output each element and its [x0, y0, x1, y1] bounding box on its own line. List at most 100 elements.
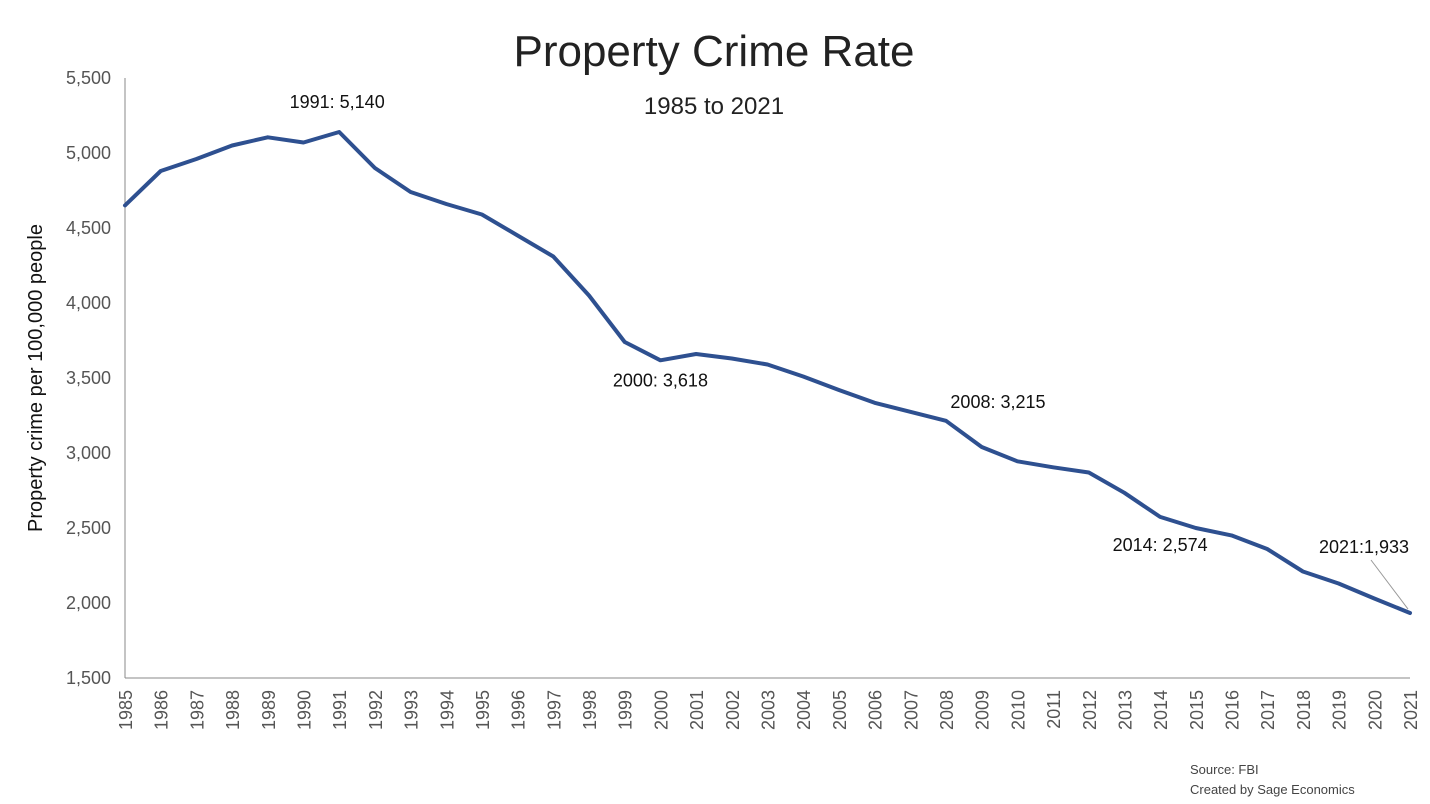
x-tick-label: 1993 [402, 690, 422, 730]
data-point [337, 130, 341, 134]
data-point [730, 357, 734, 360]
x-tick-label: 1990 [294, 690, 314, 730]
data-point [1051, 465, 1055, 469]
series-group [123, 130, 1412, 615]
chart-title: Property Crime Rate [513, 27, 914, 76]
x-tick-label: 1995 [473, 690, 493, 730]
x-tick-label: 2007 [901, 690, 921, 730]
x-tick-label: 2014 [1151, 690, 1171, 730]
x-tick-label: 1998 [580, 690, 600, 730]
y-tick-label: 3,000 [66, 443, 111, 463]
data-point [694, 352, 698, 356]
y-tick-labels: 1,500 2,000 2,500 3,000 3,500 4,000 4,500 5,000… [66, 68, 111, 688]
data-point [801, 375, 805, 378]
x-tick-label: 2001 [687, 690, 707, 730]
data-point [230, 144, 234, 147]
y-tick-label: 4,000 [66, 293, 111, 313]
x-tick-label: 2002 [723, 690, 743, 730]
data-point [266, 135, 270, 139]
source-note: Source: FBI [1190, 762, 1259, 777]
data-point [1122, 491, 1126, 495]
data-point [1372, 597, 1376, 600]
series-line [123, 130, 1412, 615]
x-tick-label: 2016 [1223, 690, 1243, 730]
x-tick-label: 1994 [437, 690, 457, 730]
x-tick-label: 2005 [830, 690, 850, 730]
data-point [1265, 547, 1269, 551]
data-point [1301, 570, 1305, 573]
annotation-label: 2000: 3,618 [613, 370, 708, 390]
x-tick-label: 2020 [1365, 690, 1385, 730]
data-point [1194, 526, 1198, 530]
data-point [1408, 611, 1412, 615]
y-axis-label: Property crime per 100,000 people [25, 224, 47, 532]
x-tick-label: 2018 [1294, 690, 1314, 730]
data-point [837, 388, 841, 392]
data-point [480, 213, 484, 216]
data-point [944, 419, 948, 423]
data-point [159, 169, 163, 173]
data-point [766, 363, 769, 366]
x-tick-label: 1999 [616, 690, 636, 730]
x-tick-labels: 1985 1986 1987 1988 1989 1990 1991 1992 1993 1994… [116, 690, 1421, 730]
data-point [1337, 582, 1341, 585]
data-point [1087, 471, 1091, 474]
x-tick-label: 1992 [366, 690, 386, 730]
annotations-group: 1991: 5,140 2000: 3,618 2008: 3,215 2014: 2… [290, 92, 1409, 610]
data-point [123, 203, 127, 207]
y-tick-label: 5,500 [66, 68, 111, 88]
annotation-label: 2014: 2,574 [1113, 535, 1208, 555]
x-tick-label: 2021 [1401, 690, 1421, 730]
data-point [908, 410, 912, 414]
x-tick-label: 2006 [866, 690, 886, 730]
x-tick-label: 2004 [794, 690, 814, 730]
x-tick-label: 1987 [187, 690, 207, 730]
x-tick-label: 1991 [330, 690, 350, 730]
annotation-label: 2008: 3,215 [950, 392, 1045, 412]
data-point [658, 358, 662, 362]
data-point [301, 141, 305, 144]
data-point [1158, 515, 1162, 519]
data-point [373, 166, 377, 170]
x-tick-label: 2003 [759, 690, 779, 730]
x-tick-label: 1985 [116, 690, 136, 730]
data-point [409, 190, 413, 194]
x-tick-label: 1997 [544, 690, 564, 730]
x-tick-label: 2013 [1115, 690, 1135, 730]
x-tick-label: 2008 [937, 690, 957, 730]
y-tick-label: 2,000 [66, 593, 111, 613]
annotation-label: 2021:1,933 [1319, 537, 1409, 557]
data-point [1230, 533, 1234, 537]
x-tick-label: 1988 [223, 690, 243, 730]
x-tick-label: 2009 [973, 690, 993, 730]
y-tick-label: 5,000 [66, 143, 111, 163]
y-tick-label: 1,500 [66, 668, 111, 688]
x-tick-label: 2015 [1187, 690, 1207, 730]
y-tick-label: 3,500 [66, 368, 111, 388]
chart-subtitle: 1985 to 2021 [644, 93, 784, 120]
x-tick-label: 2017 [1258, 690, 1278, 730]
credit-note: Created by Sage Economics [1190, 782, 1355, 797]
x-tick-label: 2012 [1080, 690, 1100, 730]
x-tick-label: 2011 [1044, 690, 1064, 729]
data-point [516, 234, 520, 237]
data-point [623, 340, 627, 344]
x-tick-label: 1989 [259, 690, 279, 730]
x-tick-label: 2010 [1008, 690, 1028, 730]
annotation-leader-line [1370, 559, 1409, 610]
y-tick-label: 4,500 [66, 218, 111, 238]
data-point [873, 401, 877, 405]
data-point [551, 255, 555, 258]
annotation-label: 1991: 5,140 [290, 92, 385, 112]
data-point [1015, 459, 1019, 463]
y-tick-label: 2,500 [66, 518, 111, 538]
data-point [444, 202, 448, 206]
data-point [194, 157, 198, 161]
x-tick-label: 2000 [651, 690, 671, 730]
x-tick-label: 1996 [509, 690, 529, 730]
x-tick-label: 2019 [1330, 690, 1350, 730]
data-point [587, 294, 591, 297]
data-point [980, 445, 984, 449]
x-tick-label: 1986 [152, 690, 172, 730]
